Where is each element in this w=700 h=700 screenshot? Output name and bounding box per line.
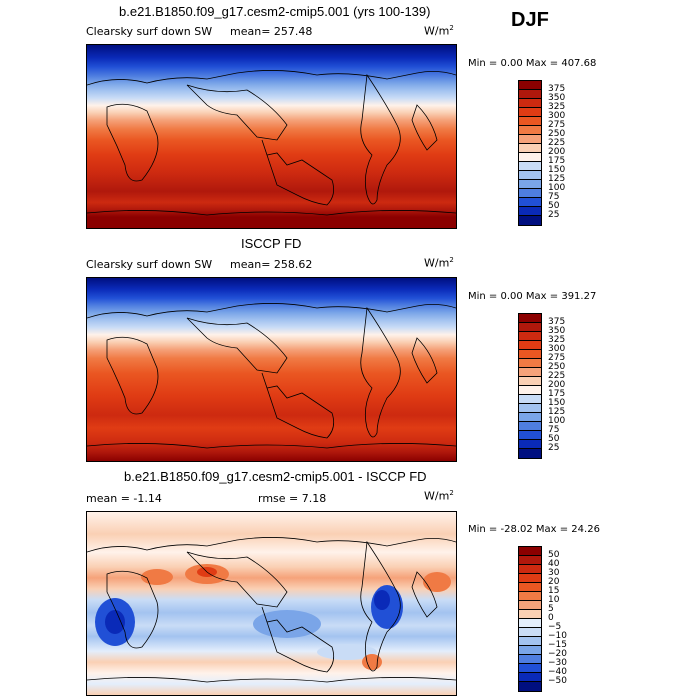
panel3-colorbar xyxy=(518,546,542,692)
panel3-anomaly-layer xyxy=(87,537,456,683)
panel2-colorbar xyxy=(518,313,542,459)
panel3-rmse: rmse = 7.18 xyxy=(258,492,327,505)
panel2-title: ISCCP FD xyxy=(241,236,302,251)
panel2-minmax: Min = 0.00 Max = 391.27 xyxy=(468,291,597,302)
panel1-colorbar xyxy=(518,80,542,226)
panel2-mean: mean= 258.62 xyxy=(230,258,313,271)
season-label: DJF xyxy=(511,9,549,31)
panel3-units: W/m2 xyxy=(424,489,454,503)
panel1-coastlines xyxy=(87,70,456,216)
panel1-map xyxy=(86,44,457,229)
panel1-mean: mean= 257.48 xyxy=(230,25,313,38)
panel1-minmax: Min = 0.00 Max = 407.68 xyxy=(468,58,597,69)
panel2-coastlines xyxy=(87,303,456,449)
panel3-coastlines xyxy=(87,537,456,683)
panel1-title: b.e21.B1850.f09_g17.cesm2-cmip5.001 (yrs… xyxy=(119,4,431,19)
panel2-variable-label: Clearsky surf down SW xyxy=(86,258,213,271)
panel3-map xyxy=(86,511,457,696)
panel1-variable-label: Clearsky surf down SW xyxy=(86,25,213,38)
panel3-mean: mean = -1.14 xyxy=(86,492,162,505)
panel3-minmax: Min = -28.02 Max = 24.26 xyxy=(468,524,600,535)
panel1-units: W/m2 xyxy=(424,24,454,38)
panel3-title: b.e21.B1850.f09_g17.cesm2-cmip5.001 - IS… xyxy=(124,469,427,484)
panel2-units: W/m2 xyxy=(424,256,454,270)
panel2-map xyxy=(86,277,457,462)
